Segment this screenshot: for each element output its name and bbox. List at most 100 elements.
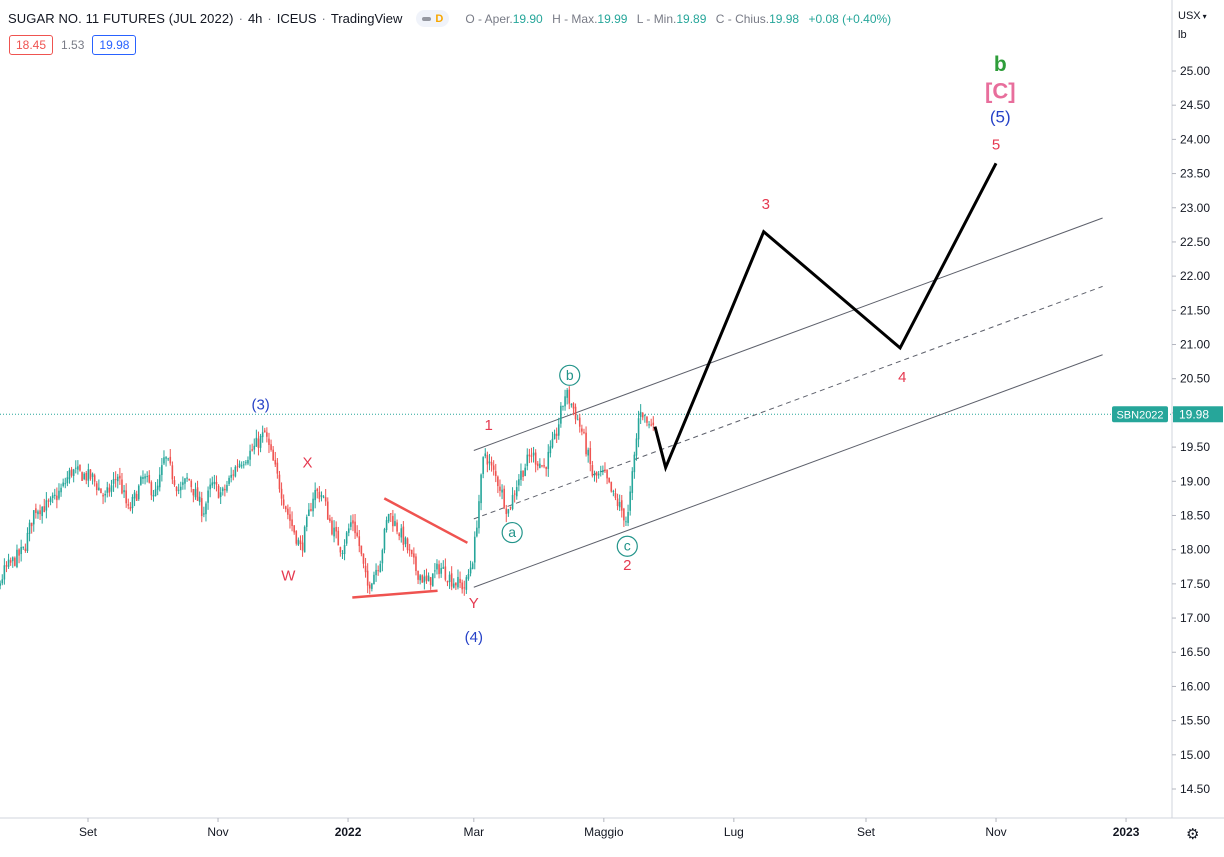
currency-unit-selector[interactable]: USX ▾ lb — [1178, 7, 1207, 44]
candle-body — [217, 485, 220, 499]
candle-body — [5, 565, 8, 567]
market-status-badge[interactable]: D — [416, 10, 450, 27]
chevron-down-icon: ▾ — [1202, 12, 1207, 21]
candle-body — [526, 454, 529, 467]
candle-body — [81, 472, 83, 481]
channel-upper-line — [473, 217, 1103, 451]
candle-body — [270, 444, 272, 450]
candle-body — [402, 526, 405, 545]
candle-body — [104, 493, 106, 496]
candle-body — [461, 582, 463, 590]
candle-body — [532, 452, 535, 456]
symbol-price-tag-label: SBN2022 — [1116, 409, 1163, 421]
candle-body — [291, 519, 293, 526]
candle-body — [413, 553, 415, 558]
candle-body — [167, 458, 169, 460]
candle-body — [207, 490, 209, 503]
currency-code: USX — [1178, 10, 1201, 22]
settings-gear-icon[interactable]: ⚙ — [1186, 826, 1200, 843]
candle-body — [280, 488, 283, 499]
candle-body — [576, 419, 579, 421]
wave-label: (5) — [990, 107, 1011, 126]
candle-body — [574, 406, 577, 420]
candle-body — [623, 508, 625, 521]
candle-body — [337, 530, 340, 546]
candle-body — [66, 477, 69, 484]
low-label: L - Min. — [636, 11, 677, 26]
candle-body — [534, 452, 537, 465]
y-tick-label: 18.00 — [1180, 543, 1210, 557]
candle-body — [37, 511, 39, 515]
candle-body — [287, 508, 289, 515]
candle-body — [602, 470, 604, 473]
candle-body — [539, 463, 541, 468]
candle-body — [112, 479, 115, 484]
candle-body — [322, 496, 325, 498]
candle-body — [41, 506, 43, 517]
bid-price-box[interactable]: 18.45 — [9, 35, 54, 55]
candle-body — [175, 486, 178, 492]
candle-body — [205, 503, 207, 515]
candle-body — [629, 491, 631, 511]
candle-body — [347, 528, 350, 533]
x-tick-label: 2022 — [335, 825, 362, 839]
y-tick-label: 15.00 — [1180, 748, 1210, 762]
candle-body — [408, 549, 411, 551]
candle-body — [91, 473, 94, 477]
candle-body — [406, 538, 409, 551]
interval-label[interactable]: 4h — [247, 11, 263, 26]
projection-path — [653, 162, 998, 473]
x-tick-label: Set — [857, 825, 876, 839]
candle-body — [188, 478, 190, 481]
candle-body — [45, 500, 48, 511]
candle-body — [492, 465, 495, 470]
candle-body — [161, 465, 163, 475]
symbol-title[interactable]: SUGAR NO. 11 FUTURES (JUL 2022) — [8, 11, 234, 26]
candle-body — [604, 469, 606, 472]
candle-body — [198, 496, 201, 503]
candle-body — [20, 546, 22, 555]
candle-body — [70, 469, 73, 476]
candle-body — [400, 528, 403, 538]
candle-body — [452, 583, 455, 588]
candle-body — [625, 521, 627, 523]
open-label: O - Aper. — [465, 11, 513, 26]
candle-body — [572, 403, 575, 409]
candle-body — [163, 457, 165, 464]
candle-body — [312, 498, 314, 512]
candle-body — [22, 546, 25, 548]
candle-body — [221, 488, 224, 491]
candle-body — [427, 575, 430, 582]
candle-body — [53, 494, 56, 497]
candle-body — [524, 467, 526, 477]
change-value: +0.08 (+0.40%) — [808, 11, 892, 26]
high-value: 19.99 — [597, 11, 628, 26]
candle-body — [316, 489, 319, 492]
candle-body — [186, 477, 188, 479]
triangle-lower-line — [352, 589, 438, 599]
candle-body — [169, 456, 172, 464]
candle-body — [32, 510, 35, 525]
candle-body — [190, 480, 193, 488]
candle-body — [72, 469, 75, 476]
candle-body — [95, 483, 98, 491]
candle-body — [612, 491, 615, 493]
candle-body — [608, 477, 610, 483]
candle-body — [482, 457, 484, 475]
candle-body — [240, 465, 243, 467]
candle-body — [62, 482, 64, 486]
chart-header: SUGAR NO. 11 FUTURES (JUL 2022) · 4h · I… — [8, 10, 897, 27]
candle-body — [410, 549, 413, 555]
candle-body — [320, 495, 323, 497]
candle-body — [478, 501, 480, 529]
candle-body — [297, 539, 300, 545]
candle-body — [196, 487, 199, 501]
wave-label: b — [994, 53, 1007, 76]
x-tick-label: Set — [79, 825, 98, 839]
candle-body — [595, 471, 598, 476]
ask-price-box[interactable]: 19.98 — [92, 35, 137, 55]
candle-body — [263, 430, 266, 433]
x-tick-label: Nov — [207, 825, 228, 839]
wave-label: W — [281, 567, 296, 584]
